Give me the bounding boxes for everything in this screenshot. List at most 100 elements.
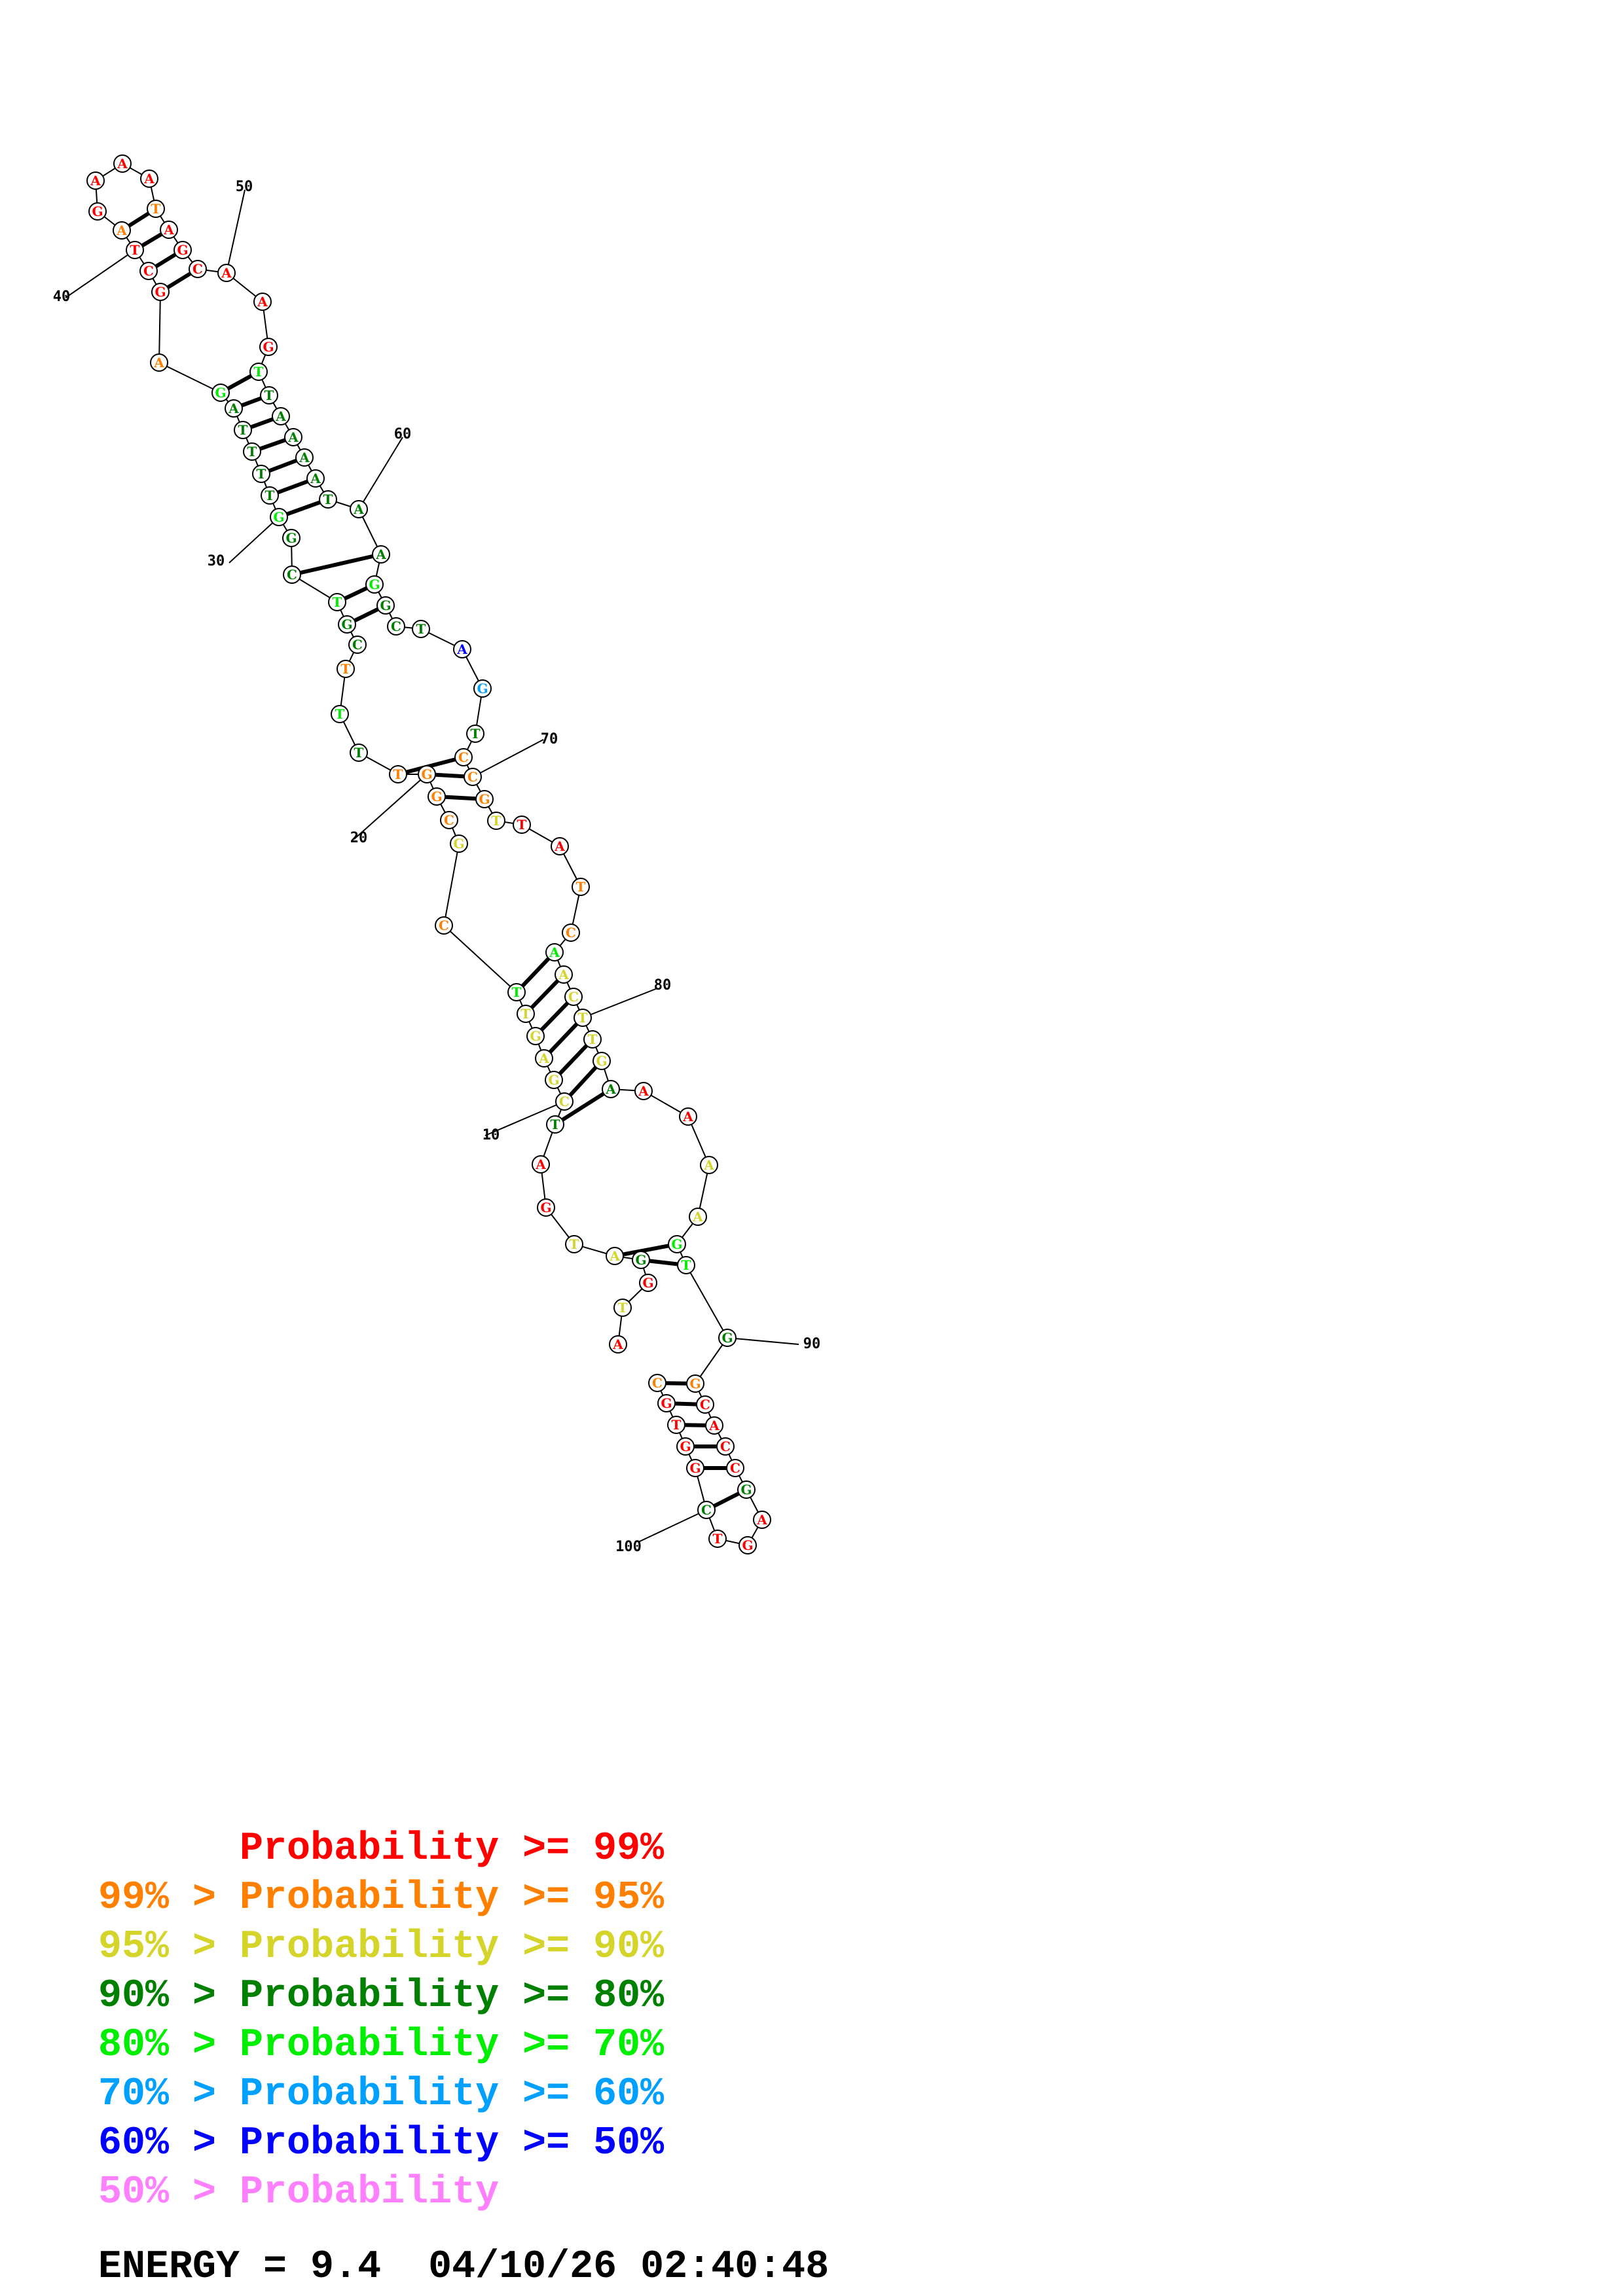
backbone-segment bbox=[158, 362, 221, 393]
tick-label: 40 bbox=[53, 289, 71, 305]
nucleotide: T bbox=[252, 465, 270, 483]
nucleotide-circle bbox=[328, 593, 346, 611]
nucleotide-circle bbox=[272, 407, 290, 425]
nucleotide: T bbox=[583, 1030, 602, 1049]
nucleotide-circle bbox=[234, 421, 252, 439]
nucleotide-letter: G bbox=[341, 617, 352, 632]
tick-line bbox=[727, 1337, 799, 1345]
timestamp: 04/10/26 02:40:48 bbox=[428, 2245, 830, 2289]
nucleotide-circle bbox=[350, 744, 368, 762]
tick-label: 30 bbox=[208, 553, 225, 569]
nucleotide-letter: A bbox=[275, 408, 286, 424]
nucleotide-circle bbox=[565, 1235, 583, 1253]
nucleotide-circle bbox=[243, 442, 261, 461]
nucleotide-circle bbox=[555, 1092, 574, 1111]
nucleotide: A bbox=[150, 353, 168, 372]
nucleotide-circle bbox=[574, 1009, 592, 1027]
nucleotide-letter: G bbox=[421, 766, 432, 782]
nucleotide-circle bbox=[657, 1394, 676, 1412]
tick-line bbox=[65, 249, 136, 298]
base-pair-bond bbox=[397, 755, 464, 776]
nucleotide-letter: G bbox=[689, 1460, 701, 1476]
tick-label: 10 bbox=[483, 1127, 500, 1143]
nucleotide: A bbox=[606, 1247, 624, 1265]
nucleotide-circle bbox=[708, 1530, 727, 1548]
nucleotide-circle bbox=[739, 1536, 757, 1554]
nucleotide-circle bbox=[555, 965, 573, 984]
nucleotide-circle bbox=[252, 465, 270, 483]
nucleotide-letter: T bbox=[521, 1006, 531, 1022]
nucleotide-circle bbox=[545, 943, 564, 961]
nucleotide-circle bbox=[634, 1082, 653, 1100]
nucleotide: T bbox=[677, 1256, 695, 1274]
nucleotide-letter: A bbox=[228, 401, 239, 416]
nucleotide-letter: C bbox=[444, 812, 454, 828]
nucleotide-circle bbox=[260, 386, 278, 404]
footer: ENERGY = 9.4 04/10/26 02:40:48 bbox=[98, 2245, 829, 2289]
nucleotide-letter: A bbox=[375, 547, 386, 562]
nucleotide-letter: A bbox=[287, 429, 299, 445]
nucleotide: G bbox=[739, 1536, 757, 1554]
base-pair-bond bbox=[515, 950, 556, 994]
nucleotide-letter: T bbox=[618, 1300, 628, 1316]
nucleotide-circle bbox=[696, 1395, 714, 1414]
nucleotide-circle bbox=[667, 1416, 685, 1434]
nucleotide-circle bbox=[602, 1080, 620, 1098]
nucleotide-circle bbox=[139, 262, 158, 280]
nucleotide-circle bbox=[526, 1027, 545, 1045]
nucleotide-letter: A bbox=[612, 1336, 623, 1352]
nucleotide-letter: A bbox=[153, 355, 164, 370]
nucleotide: T bbox=[513, 816, 531, 834]
nucleotide-letter: G bbox=[540, 1200, 551, 1215]
legend-label: Probability >= 60% bbox=[240, 2072, 665, 2117]
nucleotide-circle bbox=[583, 1030, 602, 1049]
nucleotide: T bbox=[517, 1005, 535, 1023]
nucleotide-circle bbox=[337, 660, 355, 678]
nucleotide-letter: C bbox=[730, 1460, 740, 1476]
nucleotide: C bbox=[440, 811, 458, 829]
nucleotide: A bbox=[453, 640, 471, 658]
nucleotide-letter: C bbox=[559, 1094, 570, 1109]
nucleotide: T bbox=[667, 1416, 685, 1434]
legend-label: Probability >= 90% bbox=[240, 1925, 665, 1969]
nucleotide: T bbox=[507, 983, 526, 1001]
nucleotide: T bbox=[389, 765, 407, 783]
nucleotide: T bbox=[350, 744, 368, 762]
nucleotide-letter: T bbox=[576, 879, 586, 895]
nucleotide: A bbox=[140, 170, 158, 188]
nucleotide-circle bbox=[609, 1335, 627, 1354]
nucleotide: C bbox=[696, 1395, 714, 1414]
nucleotide: C bbox=[387, 617, 405, 636]
backbone-segment bbox=[443, 843, 460, 926]
nucleotide-letter: C bbox=[352, 637, 363, 653]
nucleotide: A bbox=[306, 469, 325, 488]
nucleotide-circle bbox=[676, 1437, 695, 1456]
nucleotide-circle bbox=[283, 565, 301, 584]
nucleotide-circle bbox=[535, 1049, 553, 1067]
nucleotide-letter: A bbox=[682, 1109, 693, 1124]
legend-row: 50% > Probability bbox=[98, 2173, 499, 2212]
nucleotide-letter: A bbox=[310, 471, 321, 486]
nucleotide-circle bbox=[726, 1459, 744, 1477]
nucleotide: A bbox=[535, 1049, 553, 1067]
nucleotide-letter: G bbox=[671, 1236, 682, 1252]
nucleotide-circle bbox=[440, 811, 458, 829]
nucleotide-circle bbox=[532, 1155, 550, 1174]
nucleotide-circle bbox=[173, 241, 192, 259]
nucleotide: G bbox=[270, 508, 288, 526]
legend-label: Probability >= 50% bbox=[240, 2121, 665, 2166]
nucleotide: T bbox=[126, 241, 144, 259]
nucleotide-letter: G bbox=[742, 1537, 753, 1553]
nucleotide: A bbox=[372, 545, 390, 564]
nucleotide-letter: G bbox=[740, 1482, 752, 1498]
nucleotide-circle bbox=[253, 293, 272, 311]
nucleotide-circle bbox=[632, 1251, 650, 1269]
nucleotide: A bbox=[284, 428, 302, 446]
backbone bbox=[95, 163, 763, 1546]
nucleotide-letter: C bbox=[143, 263, 154, 279]
nucleotide-letter: T bbox=[323, 492, 333, 507]
nucleotide-circle bbox=[270, 508, 288, 526]
nucleotide: G bbox=[718, 1329, 737, 1347]
nucleotide-circle bbox=[613, 1299, 632, 1317]
